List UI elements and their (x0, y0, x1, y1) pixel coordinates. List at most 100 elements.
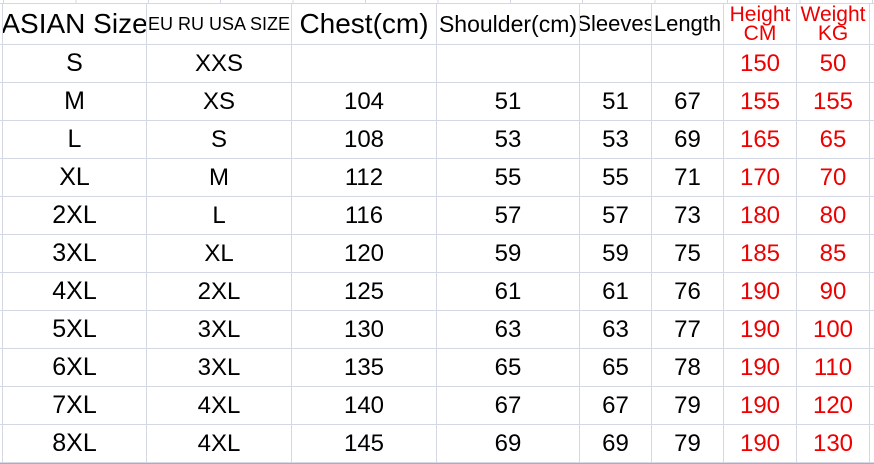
table-cell-height: 190 (724, 425, 797, 463)
left-edge-cell (0, 349, 3, 387)
table-cell-chest (292, 45, 437, 83)
table-cell-height: 150 (724, 45, 797, 83)
left-edge-cell (0, 197, 3, 235)
table-cell-length: 71 (652, 159, 724, 197)
table-cell-weight: 155 (797, 83, 870, 121)
table-cell-shoulder: 69 (437, 425, 580, 463)
header-asian-size: ASIAN Size (3, 4, 147, 45)
table-cell-eu-ru-usa-size: M (147, 159, 292, 197)
left-edge-cell (0, 425, 3, 463)
header-shoulder: Shoulder(cm) (437, 4, 580, 45)
table-cell-eu-ru-usa-size: S (147, 121, 292, 159)
header-length: Length (652, 4, 724, 45)
table-cell-height: 180 (724, 197, 797, 235)
table-cell-shoulder (437, 45, 580, 83)
table-cell-length: 78 (652, 349, 724, 387)
table-cell-asian-size: 7XL (3, 387, 147, 425)
table-cell-weight: 120 (797, 387, 870, 425)
table-cell-chest: 145 (292, 425, 437, 463)
table-cell-chest: 116 (292, 197, 437, 235)
header-eu-ru-usa-size: EU RU USA SIZE (147, 4, 292, 45)
table-cell-chest: 104 (292, 83, 437, 121)
table-cell-asian-size: 2XL (3, 197, 147, 235)
table-cell-asian-size: M (3, 83, 147, 121)
table-cell-weight: 80 (797, 197, 870, 235)
left-edge-cell (0, 121, 3, 159)
table-cell-shoulder: 55 (437, 159, 580, 197)
table-cell-chest: 130 (292, 311, 437, 349)
table-cell-eu-ru-usa-size: 2XL (147, 273, 292, 311)
right-edge-cell (870, 121, 874, 159)
left-edge-cell (0, 45, 3, 83)
table-cell-shoulder: 65 (437, 349, 580, 387)
table-cell-eu-ru-usa-size: 4XL (147, 387, 292, 425)
table-cell-sleeves: 63 (580, 311, 652, 349)
header-sleeves: Sleeves (580, 4, 652, 45)
table-cell-asian-size: 8XL (3, 425, 147, 463)
table-cell-weight: 110 (797, 349, 870, 387)
table-cell-sleeves: 69 (580, 425, 652, 463)
table-cell-sleeves: 55 (580, 159, 652, 197)
table-cell-length: 76 (652, 273, 724, 311)
table-cell-length: 67 (652, 83, 724, 121)
table-cell-sleeves: 59 (580, 235, 652, 273)
table-cell-eu-ru-usa-size: XXS (147, 45, 292, 83)
right-edge-cell (870, 197, 874, 235)
header-weight-line1: Weight (800, 4, 866, 26)
table-cell-length: 69 (652, 121, 724, 159)
left-edge-cell (0, 311, 3, 349)
right-edge-cell (870, 349, 874, 387)
left-edge-cell (0, 387, 3, 425)
table-cell-asian-size: 3XL (3, 235, 147, 273)
top-edge-gridline-stubs (0, 0, 874, 4)
table-cell-shoulder: 63 (437, 311, 580, 349)
left-edge-cell (0, 235, 3, 273)
right-edge-cell (870, 235, 874, 273)
table-cell-chest: 135 (292, 349, 437, 387)
table-cell-sleeves (580, 45, 652, 83)
left-edge-cell (0, 159, 3, 197)
table-cell-chest: 112 (292, 159, 437, 197)
table-cell-height: 155 (724, 83, 797, 121)
table-cell-shoulder: 61 (437, 273, 580, 311)
table-cell-eu-ru-usa-size: 3XL (147, 349, 292, 387)
table-cell-asian-size: 4XL (3, 273, 147, 311)
left-edge-cell (0, 273, 3, 311)
header-height-line2: CM (743, 22, 777, 45)
right-edge-cell (870, 83, 874, 121)
right-edge-cell (870, 387, 874, 425)
table-cell-shoulder: 51 (437, 83, 580, 121)
table-cell-weight: 85 (797, 235, 870, 273)
right-edge-cell (870, 4, 874, 45)
table-cell-sleeves: 65 (580, 349, 652, 387)
table-cell-eu-ru-usa-size: XS (147, 83, 292, 121)
table-cell-height: 185 (724, 235, 797, 273)
table-cell-asian-size: L (3, 121, 147, 159)
table-cell-shoulder: 59 (437, 235, 580, 273)
table-cell-chest: 125 (292, 273, 437, 311)
table-cell-shoulder: 57 (437, 197, 580, 235)
table-cell-length: 75 (652, 235, 724, 273)
table-cell-weight: 100 (797, 311, 870, 349)
table-cell-weight: 90 (797, 273, 870, 311)
table-cell-sleeves: 67 (580, 387, 652, 425)
table-cell-sleeves: 61 (580, 273, 652, 311)
table-cell-shoulder: 53 (437, 121, 580, 159)
table-cell-length: 73 (652, 197, 724, 235)
right-edge-cell (870, 273, 874, 311)
table-cell-weight: 50 (797, 45, 870, 83)
left-edge-cell (0, 4, 3, 45)
table-cell-weight: 65 (797, 121, 870, 159)
table-cell-chest: 140 (292, 387, 437, 425)
right-edge-cell (870, 425, 874, 463)
table-cell-length: 79 (652, 425, 724, 463)
table-cell-length: 77 (652, 311, 724, 349)
table-cell-weight: 70 (797, 159, 870, 197)
table-cell-shoulder: 67 (437, 387, 580, 425)
table-cell-height: 165 (724, 121, 797, 159)
table-cell-chest: 120 (292, 235, 437, 273)
table-cell-height: 170 (724, 159, 797, 197)
table-cell-asian-size: S (3, 45, 147, 83)
table-cell-sleeves: 57 (580, 197, 652, 235)
